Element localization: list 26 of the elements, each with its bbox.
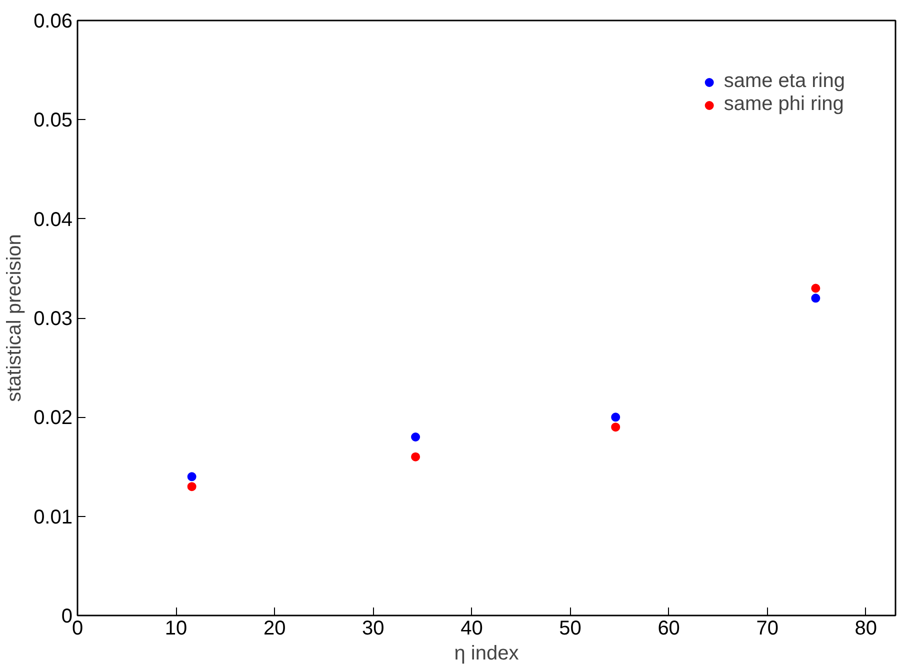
x-tick-label: 50: [559, 618, 582, 640]
x-tick-label: 30: [362, 618, 384, 640]
x-tick-label: 10: [164, 618, 188, 640]
y-tick-label: 0.03: [34, 308, 73, 330]
point: [811, 294, 820, 303]
point: [811, 284, 820, 293]
legend-label: same phi ring: [724, 93, 844, 116]
point: [187, 472, 196, 482]
point: [611, 422, 620, 432]
point: [411, 432, 420, 442]
y-tick-label: 0.04: [34, 208, 73, 231]
x-axis-title: η index: [454, 642, 519, 664]
legend-label: same eta ring: [724, 70, 845, 93]
y-tick-label: 0.05: [34, 110, 73, 132]
point: [611, 412, 620, 422]
point: [187, 482, 196, 492]
x-tick-label: 80: [854, 618, 878, 640]
x-tick-label: 40: [460, 618, 483, 640]
y-axis-title: statistical precision: [4, 234, 26, 402]
x-tick-label: 70: [756, 618, 779, 640]
y-tick-label: 0.01: [34, 506, 73, 528]
y-tick-label: 0.06: [34, 10, 73, 32]
x-tick-label: 20: [263, 618, 286, 640]
x-tick-label: 60: [658, 618, 680, 640]
point: [411, 452, 420, 462]
y-tick-label: 0.02: [34, 407, 73, 430]
